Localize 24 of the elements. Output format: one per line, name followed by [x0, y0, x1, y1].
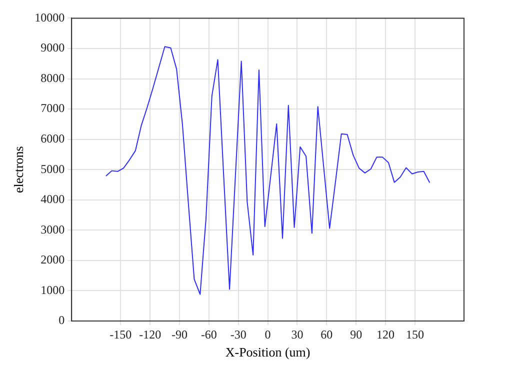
x-tick-label: -90 [172, 327, 188, 342]
y-tick-label: 3000 [40, 222, 65, 236]
x-tick-label: 150 [406, 327, 424, 342]
y-tick-label: 8000 [40, 70, 65, 85]
y-tick-label: 1000 [40, 282, 65, 297]
x-tick-label: 60 [320, 327, 333, 342]
x-tick-label: 0 [264, 327, 271, 342]
x-tick-label: -30 [230, 327, 246, 342]
x-tick-label: 90 [350, 327, 362, 342]
x-axis-title: X-Position (um) [225, 344, 310, 360]
x-tick-label: -120 [139, 327, 162, 342]
x-tick-label: -60 [200, 327, 217, 342]
y-tick-label: 6000 [40, 131, 65, 146]
y-tick-label: 5000 [40, 162, 65, 176]
y-tick-label: 9000 [40, 40, 65, 55]
y-tick-label: 10000 [34, 10, 65, 24]
x-tick-label: -150 [110, 327, 132, 342]
y-tick-label: 2000 [40, 252, 65, 267]
x-tick-label: 30 [291, 327, 304, 342]
y-axis-title: electrons [11, 146, 26, 194]
x-tick-label: 120 [376, 327, 395, 342]
y-tick-label: 4000 [40, 192, 65, 206]
y-tick-label: 7000 [40, 101, 65, 116]
y-tick-label: 0 [58, 313, 65, 328]
